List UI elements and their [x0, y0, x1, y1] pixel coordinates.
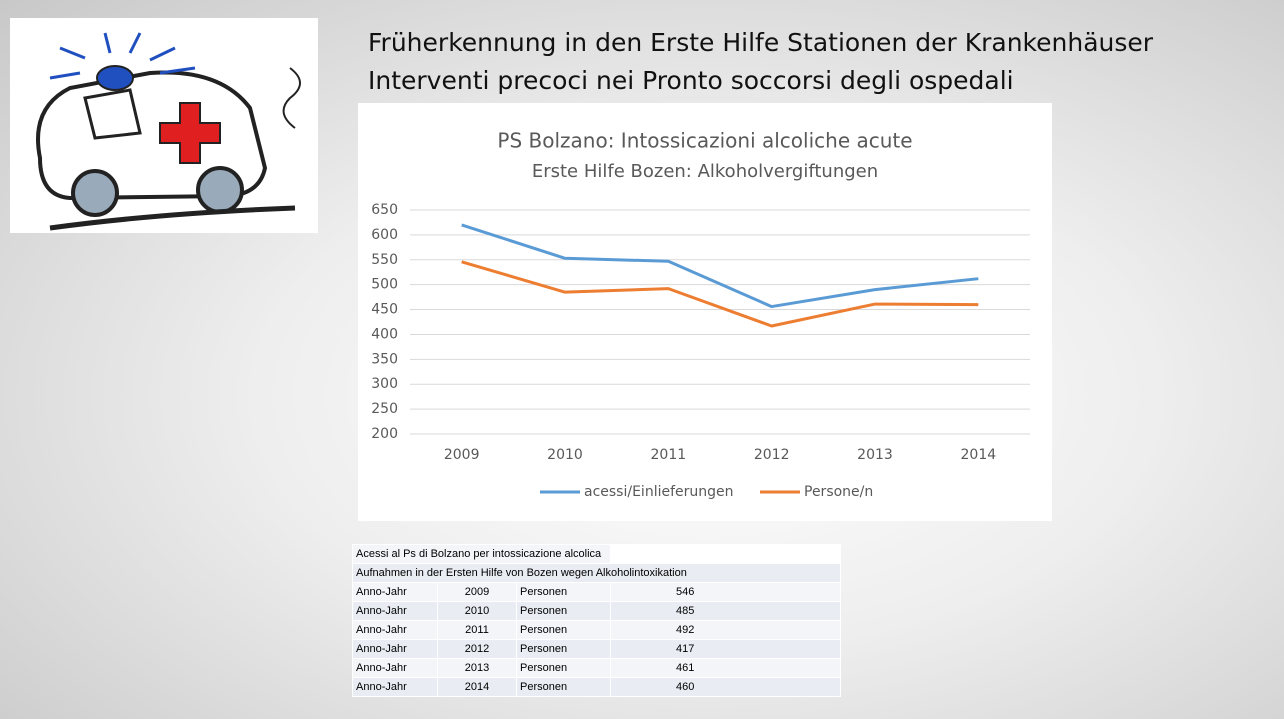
table-row: Anno-Jahr 2011 Personen 492: [352, 620, 841, 640]
table-cell: Personen: [516, 582, 611, 602]
table-row: Acessi al Ps di Bolzano per intossicazio…: [352, 544, 841, 564]
y-tick-label: 500: [371, 277, 398, 293]
table-row: Anno-Jahr 2012 Personen 417: [352, 639, 841, 659]
table-cell: Personen: [516, 620, 611, 640]
legend-label: Persone/n: [804, 484, 873, 500]
table-cell: 2013: [437, 658, 517, 678]
table-cell: 417: [610, 639, 841, 659]
data-table: Acessi al Ps di Bolzano per intossicazio…: [352, 544, 841, 697]
y-tick-label: 250: [371, 401, 398, 417]
table-cell: Personen: [516, 658, 611, 678]
table-cell: 460: [610, 677, 841, 697]
table-cell: 2009: [437, 582, 517, 602]
table-cell: 485: [610, 601, 841, 621]
series-line: [461, 260, 979, 328]
table-cell: Personen: [516, 601, 611, 621]
y-tick-label: 650: [371, 202, 398, 218]
x-tick-label: 2011: [651, 447, 687, 463]
y-tick-label: 400: [371, 326, 398, 342]
chart-subtitle: Erste Hilfe Bozen: Alkoholvergiftungen: [532, 161, 878, 182]
table-row: Aufnahmen in der Ersten Hilfe von Bozen …: [352, 563, 841, 583]
table-cell: 2014: [437, 677, 517, 697]
table-cell: [610, 544, 841, 564]
table-row: Anno-Jahr 2013 Personen 461: [352, 658, 841, 678]
y-tick-label: 350: [371, 351, 398, 367]
chart-background: [358, 103, 1052, 521]
y-tick-label: 450: [371, 302, 398, 318]
ambulance-drawing: [36, 32, 301, 231]
ambulance-image: [10, 18, 318, 233]
table-cell: Anno-Jahr: [352, 677, 438, 697]
y-tick-label: 300: [371, 376, 398, 392]
table-cell: Aufnahmen in der Ersten Hilfe von Bozen …: [352, 563, 841, 583]
x-tick-label: 2010: [547, 447, 583, 463]
chart: PS Bolzano: Intossicazioni alcoliche acu…: [358, 103, 1052, 521]
table-cell: Anno-Jahr: [352, 601, 438, 621]
table-row: Anno-Jahr 2009 Personen 546: [352, 582, 841, 602]
slide-title: Früherkennung in den Erste Hilfe Station…: [368, 28, 1154, 57]
x-tick-label: 2012: [754, 447, 790, 463]
table-cell: Anno-Jahr: [352, 658, 438, 678]
x-tick-label: 2009: [444, 447, 480, 463]
x-tick-label: 2013: [857, 447, 893, 463]
table-cell: Anno-Jahr: [352, 620, 438, 640]
y-tick-label: 550: [371, 252, 398, 268]
table-cell: Personen: [516, 639, 611, 659]
series-line: [461, 223, 979, 309]
table-cell: 2010: [437, 601, 517, 621]
x-tick-label: 2014: [961, 447, 997, 463]
table-cell: Anno-Jahr: [352, 582, 438, 602]
chart-title: PS Bolzano: Intossicazioni alcoliche acu…: [497, 129, 912, 153]
legend-label: acessi/Einlieferungen: [584, 484, 734, 500]
table-cell: 546: [610, 582, 841, 602]
table-cell: 461: [610, 658, 841, 678]
table-cell: 492: [610, 620, 841, 640]
table-cell: 2012: [437, 639, 517, 659]
table-cell: Personen: [516, 677, 611, 697]
table-cell: Anno-Jahr: [352, 639, 438, 659]
table-row: Anno-Jahr 2014 Personen 460: [352, 677, 841, 697]
y-tick-label: 600: [371, 227, 398, 243]
table-cell: 2011: [437, 620, 517, 640]
slide-title: Interventi precoci nei Pronto soccorsi d…: [368, 66, 1014, 95]
table-row: Anno-Jahr 2010 Personen 485: [352, 601, 841, 621]
table-cell: Acessi al Ps di Bolzano per intossicazio…: [352, 544, 611, 564]
y-tick-label: 200: [371, 426, 398, 442]
